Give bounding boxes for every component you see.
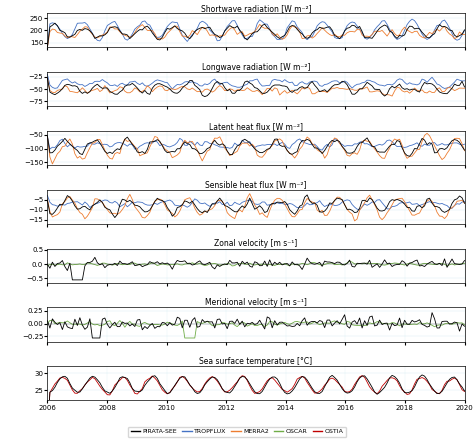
Legend: PIRATA-SEE, TROPFLUX, MERRA2, OSCAR, OSTIA: PIRATA-SEE, TROPFLUX, MERRA2, OSCAR, OST… (128, 426, 346, 437)
Title: Zonal velocity [m s⁻¹]: Zonal velocity [m s⁻¹] (214, 239, 298, 249)
Title: Shortwave radiation [W m⁻²]: Shortwave radiation [W m⁻²] (201, 4, 311, 13)
Title: Sea surface temperature [°C]: Sea surface temperature [°C] (200, 357, 312, 366)
Title: Latent heat flux [W m⁻²]: Latent heat flux [W m⁻²] (209, 122, 303, 131)
Title: Meridional velocity [m s⁻¹]: Meridional velocity [m s⁻¹] (205, 298, 307, 307)
Title: Longwave radiation [W m⁻²]: Longwave radiation [W m⁻²] (202, 63, 310, 72)
Title: Sensible heat flux [W m⁻²]: Sensible heat flux [W m⁻²] (205, 180, 307, 190)
